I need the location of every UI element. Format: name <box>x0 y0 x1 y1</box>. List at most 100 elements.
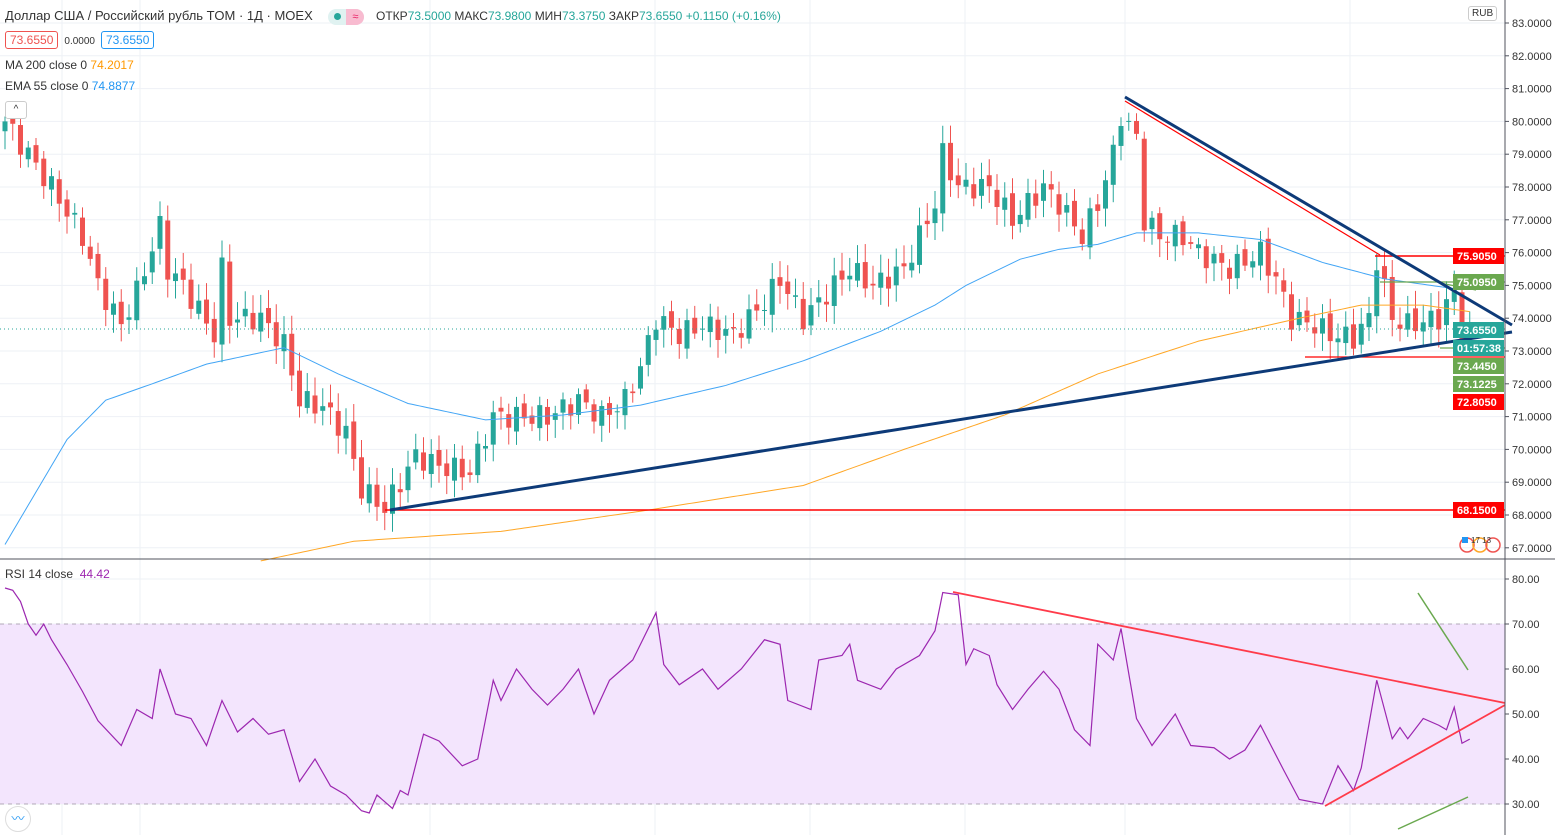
price-label: 01:57:38 <box>1453 340 1504 356</box>
price-axis[interactable]: 83.0000 82.0000 81.0000 80.0000 79.0000 78.00… <box>1505 18 1552 811</box>
candle <box>909 244 915 278</box>
candle <box>622 381 628 430</box>
candle <box>793 278 798 309</box>
change-value: +0.1150 (+0.16%) <box>685 9 781 23</box>
candle <box>165 205 171 298</box>
candle <box>669 300 674 346</box>
price-tick-label: 83.0000 <box>1512 18 1552 30</box>
candle <box>855 245 860 288</box>
candle <box>1281 268 1287 308</box>
candle <box>103 267 109 327</box>
candle <box>126 304 132 334</box>
candle <box>359 439 364 505</box>
candle <box>1397 307 1403 342</box>
candle <box>1444 281 1449 342</box>
buy-price-button[interactable]: 73.6550 <box>100 31 155 49</box>
candle <box>1327 298 1333 360</box>
candle <box>1087 197 1093 260</box>
candle <box>552 405 558 438</box>
currency-button[interactable]: RUB <box>1468 6 1498 21</box>
candle <box>173 258 178 299</box>
candle <box>95 242 101 291</box>
candle <box>41 151 47 199</box>
rsi-ascending-line[interactable] <box>1324 704 1506 807</box>
candle <box>901 245 907 279</box>
candle <box>320 388 326 426</box>
candle <box>785 265 791 310</box>
candle <box>266 290 271 339</box>
rsi-descending-line[interactable] <box>952 591 1506 704</box>
candle <box>1149 211 1155 245</box>
candle <box>707 303 713 348</box>
tradingview-logo-icon[interactable]: 〰 <box>5 806 31 832</box>
price-tick-label: 71.0000 <box>1512 412 1552 424</box>
collapse-legend-button[interactable]: ^ <box>5 101 27 119</box>
price-tick-label: 80.0000 <box>1512 116 1552 128</box>
candle <box>979 162 984 209</box>
candle <box>142 262 147 291</box>
red-trend-line[interactable] <box>1124 100 1381 256</box>
rsi-legend[interactable]: RSI 14 close 44.42 <box>5 567 110 581</box>
candle <box>769 263 775 333</box>
candle <box>452 444 457 498</box>
candle <box>800 282 806 336</box>
candle <box>839 252 845 296</box>
candle <box>692 305 698 339</box>
candle <box>235 302 240 338</box>
candle <box>1343 311 1349 356</box>
candle <box>994 174 1000 226</box>
candle <box>1079 218 1085 251</box>
candle <box>483 434 488 462</box>
candle <box>723 315 729 354</box>
candle <box>607 396 612 433</box>
candle <box>498 396 504 430</box>
candle <box>746 294 752 344</box>
rsi-green-line-1[interactable] <box>1417 592 1469 671</box>
candle <box>1320 304 1325 351</box>
descending-trend-line[interactable] <box>1124 95 1513 327</box>
candle <box>1250 251 1256 278</box>
price-tick-label: 70.0000 <box>1512 444 1552 456</box>
price-tick-label: 82.0000 <box>1512 51 1552 63</box>
candle <box>824 284 829 322</box>
candle <box>1157 207 1163 258</box>
rsi-green-line-2[interactable] <box>1397 796 1469 830</box>
price-tick-label: 72.0000 <box>1512 379 1552 391</box>
candle <box>328 384 333 425</box>
candle <box>64 190 70 234</box>
candle <box>1428 292 1434 344</box>
svg-text:72.8050: 72.8050 <box>1457 397 1497 409</box>
candle <box>738 318 744 349</box>
ema-value: 74.8877 <box>91 79 136 93</box>
candle <box>289 315 295 391</box>
ma200-line <box>260 304 1470 562</box>
candle <box>1095 194 1101 227</box>
candle <box>684 308 690 359</box>
high-label: МАКС <box>454 9 488 23</box>
candle <box>583 384 589 410</box>
ascending-trend-line[interactable] <box>389 330 1513 512</box>
svg-text:73.1225: 73.1225 <box>1457 379 1497 391</box>
symbol-title[interactable]: Доллар США / Российский рубль TOM · 1Д ·… <box>5 8 313 23</box>
candle <box>157 201 163 265</box>
candle <box>932 190 938 241</box>
price-tick-label: 81.0000 <box>1512 84 1552 96</box>
candle <box>467 459 473 483</box>
candle <box>700 316 705 341</box>
low-label: МИН <box>534 9 562 23</box>
ma-legend[interactable]: MA 200 close 0 74.2017 <box>5 58 134 72</box>
candle <box>1312 313 1318 348</box>
candle <box>1405 295 1411 337</box>
market-status[interactable]: ≈ <box>328 8 365 25</box>
candle <box>304 373 310 414</box>
events-icons[interactable]: 17 13 <box>1459 536 1501 553</box>
candle <box>862 244 868 298</box>
ma-value: 74.2017 <box>90 58 134 72</box>
candle <box>514 396 519 445</box>
sell-price-button[interactable]: 73.6550 <box>5 31 59 49</box>
candle <box>475 431 481 484</box>
candle <box>645 326 651 377</box>
ema-legend[interactable]: EMA 55 close 0 74.8877 <box>5 79 135 93</box>
candle <box>676 318 682 359</box>
